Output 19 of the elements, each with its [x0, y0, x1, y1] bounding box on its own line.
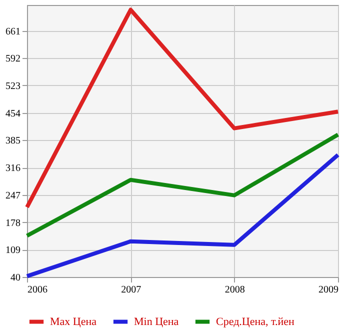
y-tick-label: 661	[6, 26, 20, 38]
y-tick-label: 109	[6, 245, 20, 256]
x-tick-label: 2008	[224, 284, 245, 296]
y-tick-label: 385	[6, 136, 20, 147]
y-tick-label: 592	[6, 54, 20, 65]
x-tick-label: 2007	[121, 284, 142, 296]
y-tick-label: 247	[6, 190, 20, 202]
y-tick-label: 316	[6, 163, 20, 174]
x-tick-label: 2009	[318, 284, 338, 296]
line-series	[25, 132, 340, 238]
legend-label: Max Цена	[50, 316, 97, 328]
line-series	[25, 8, 340, 210]
y-tick-label: 454	[6, 108, 20, 120]
legend-label: Min Цена	[134, 316, 179, 328]
x-tick-label: 2006	[28, 284, 48, 296]
y-tick-label: 40	[10, 272, 20, 284]
y-tick-label: 523	[6, 80, 20, 92]
legend-label: Сред.Цена, т.йен	[216, 316, 295, 328]
y-tick-label: 178	[6, 218, 20, 229]
